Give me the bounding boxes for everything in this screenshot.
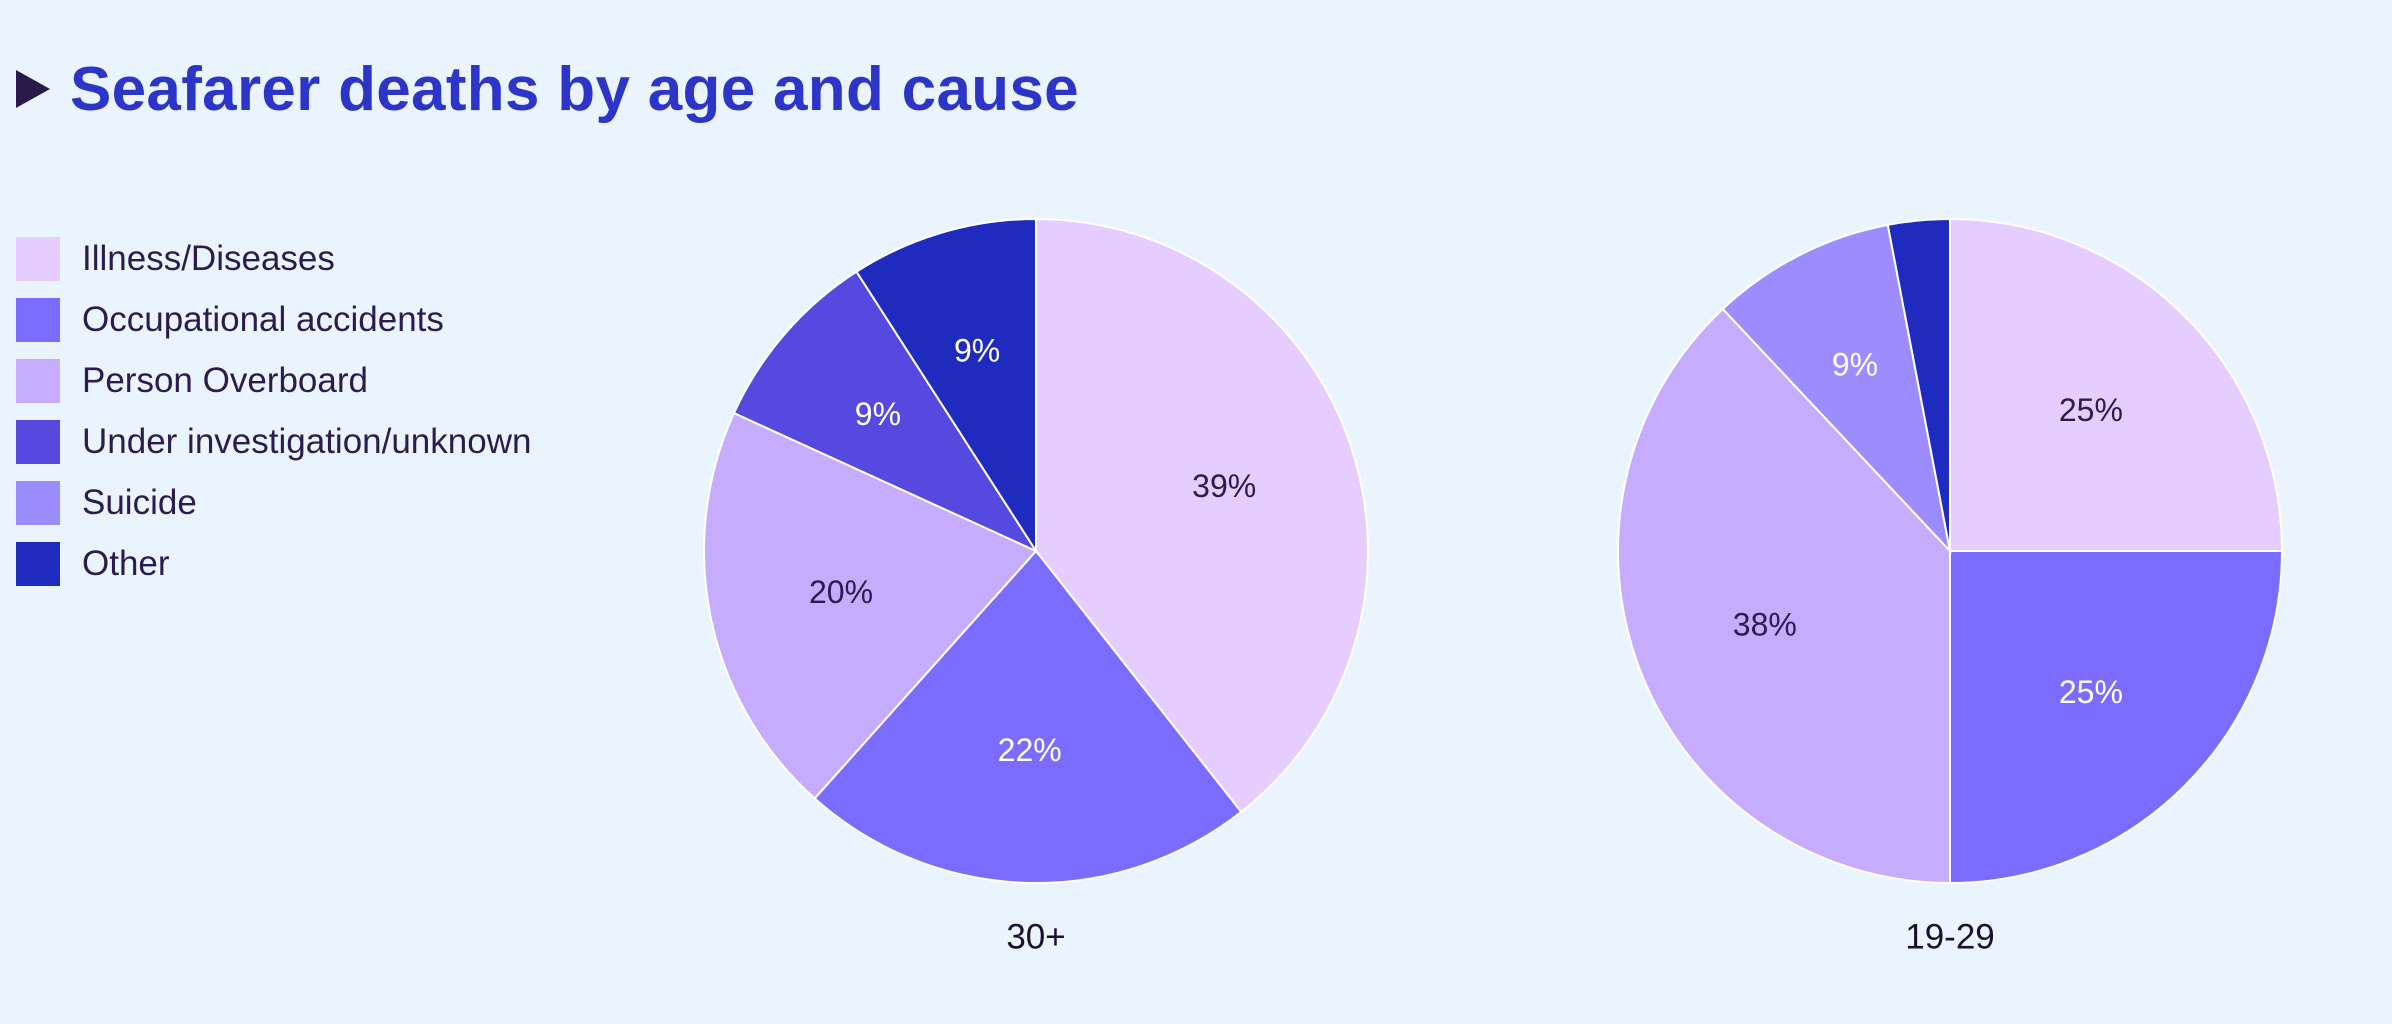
legend-swatch bbox=[16, 480, 60, 525]
pie-slice[interactable] bbox=[813, 549, 1243, 884]
slice-data-label: 25% bbox=[2059, 674, 2123, 710]
legend-item-unknown: Under investigation/unknown bbox=[16, 411, 531, 472]
pie-caption: 30+ bbox=[1006, 918, 1065, 957]
legend-swatch bbox=[16, 419, 60, 464]
pie-chart-1: 39% 22% 20% 9% 9% 30+ bbox=[703, 217, 1369, 957]
slice-data-label: 39% bbox=[1192, 468, 1256, 504]
legend-label: Person Overboard bbox=[82, 360, 368, 400]
pie-slice[interactable] bbox=[1949, 217, 2284, 552]
legend-item-occupational: Occupational accidents bbox=[16, 289, 531, 350]
pie-slice[interactable] bbox=[1617, 307, 1951, 885]
legend: Illness/Diseases Occupational accidents … bbox=[16, 228, 531, 594]
chart-title: Seafarer deaths by age and cause bbox=[70, 54, 1079, 124]
slice-data-label: 9% bbox=[1832, 347, 1878, 383]
legend-item-illness: Illness/Diseases bbox=[16, 228, 531, 289]
expand-arrow-icon[interactable] bbox=[16, 70, 50, 108]
slice-data-label: 9% bbox=[855, 396, 901, 432]
legend-swatch bbox=[16, 297, 60, 342]
slice-data-label: 9% bbox=[954, 332, 1000, 368]
pie-slice[interactable] bbox=[1949, 550, 2284, 885]
pie-caption: 19-29 bbox=[1905, 918, 1995, 957]
legend-label: Occupational accidents bbox=[82, 299, 444, 339]
pie-slice[interactable] bbox=[1886, 217, 1951, 552]
pie-slice[interactable] bbox=[855, 217, 1037, 555]
slice-data-label: 20% bbox=[809, 574, 873, 610]
legend-swatch bbox=[16, 358, 60, 403]
slice-data-label: 22% bbox=[998, 732, 1062, 768]
legend-item-overboard: Person Overboard bbox=[16, 350, 531, 411]
pie-slice[interactable] bbox=[732, 270, 1039, 554]
pie-chart-2: 25% 25% 38% 9% 19-29 bbox=[1617, 217, 2284, 957]
legend-label: Illness/Diseases bbox=[82, 238, 335, 278]
slice-data-label: 38% bbox=[1733, 606, 1797, 642]
pie-slice[interactable] bbox=[703, 411, 1038, 800]
pie-slice[interactable] bbox=[1035, 217, 1369, 814]
legend-item-other: Other bbox=[16, 533, 531, 594]
legend-label: Suicide bbox=[82, 482, 197, 522]
pie-slice[interactable] bbox=[1721, 223, 1952, 555]
legend-swatch bbox=[16, 236, 60, 281]
legend-label: Other bbox=[82, 543, 170, 583]
legend-swatch bbox=[16, 541, 60, 586]
legend-item-suicide: Suicide bbox=[16, 472, 531, 533]
slice-data-label: 25% bbox=[2059, 392, 2123, 428]
chart-title-row: Seafarer deaths by age and cause bbox=[16, 44, 1079, 134]
legend-label: Under investigation/unknown bbox=[82, 421, 532, 461]
